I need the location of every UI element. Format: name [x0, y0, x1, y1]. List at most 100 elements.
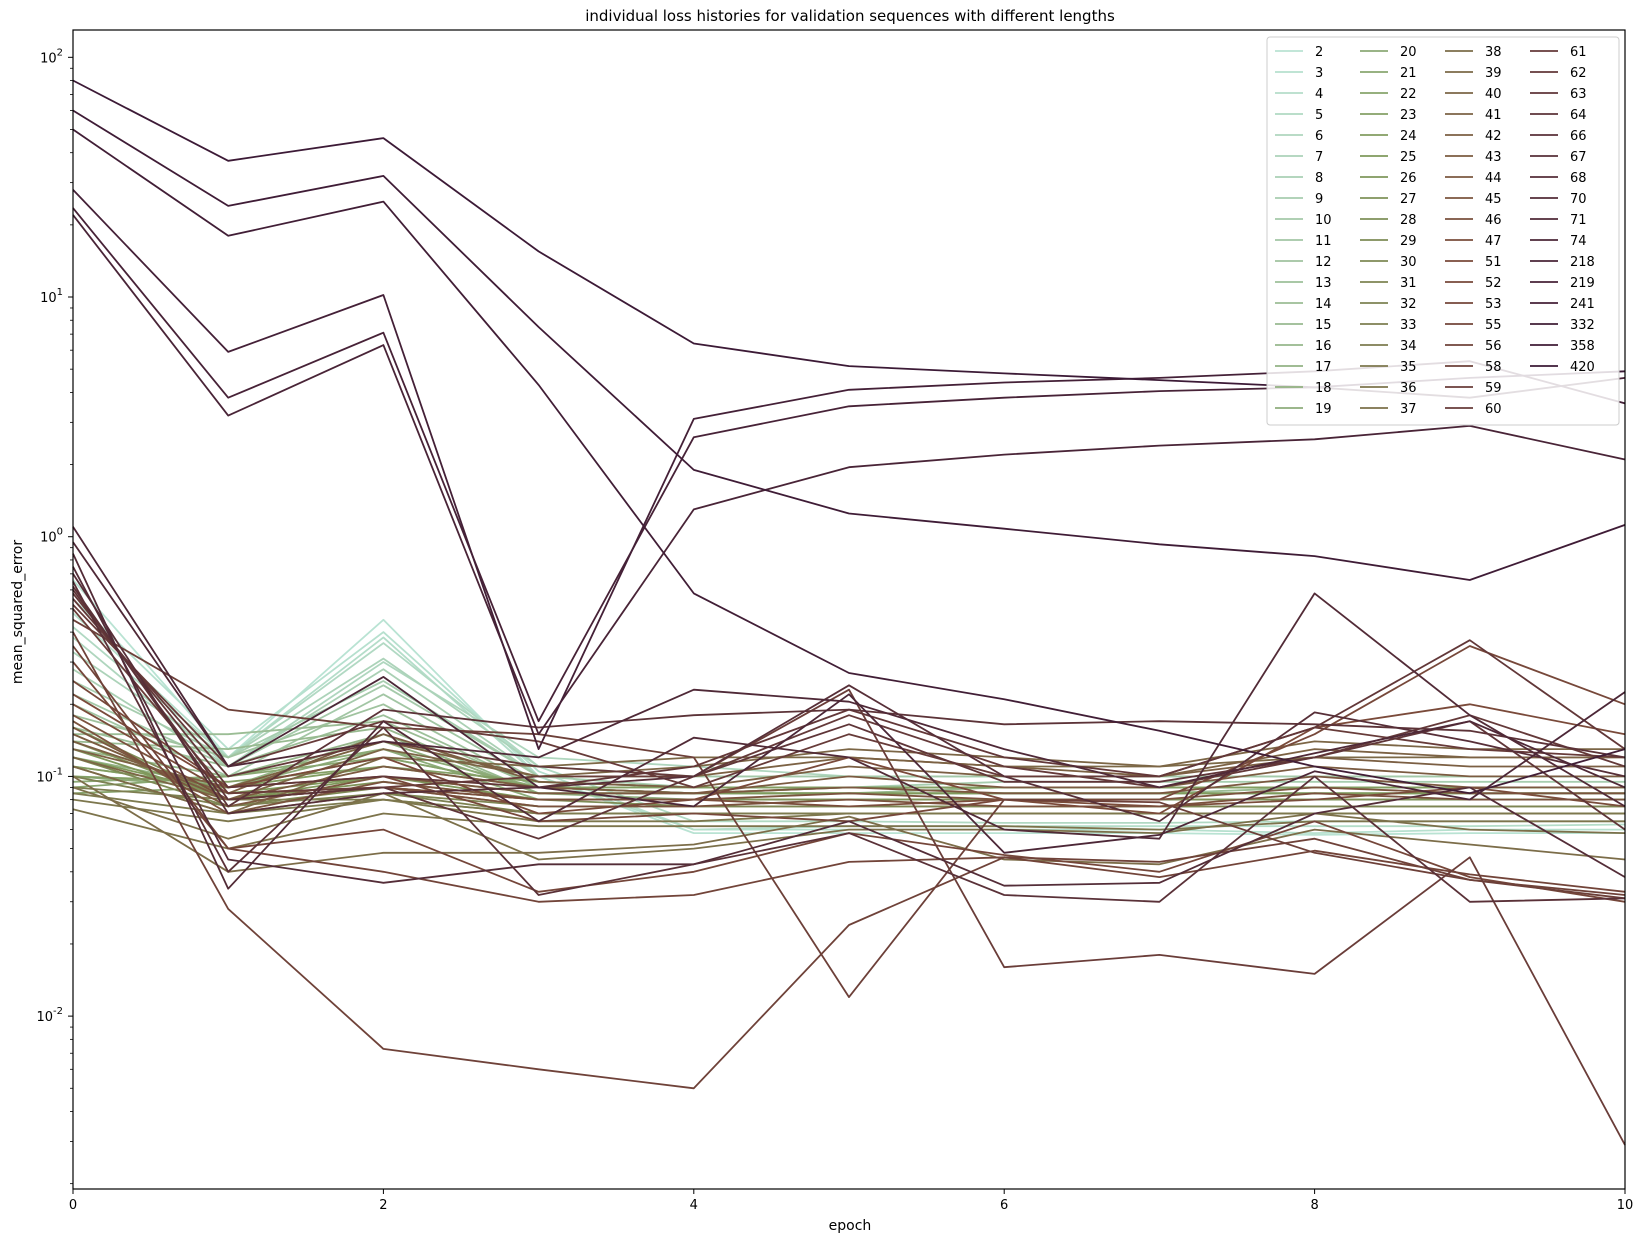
series-line-332 — [72, 128, 1626, 795]
x-tick-label: 4 — [690, 1198, 698, 1213]
series-line-66 — [72, 581, 1626, 903]
legend-label-58: 58 — [1485, 360, 1502, 375]
legend-label-39: 39 — [1485, 66, 1502, 81]
legend-label-74: 74 — [1570, 234, 1587, 249]
legend-label-2: 2 — [1315, 45, 1323, 60]
legend-label-19: 19 — [1315, 402, 1332, 417]
legend-label-25: 25 — [1400, 150, 1417, 165]
y-tick-label: 102 — [40, 47, 63, 66]
legend-label-241: 241 — [1570, 297, 1595, 312]
legend-label-38: 38 — [1485, 45, 1502, 60]
x-axis-label: epoch — [829, 1218, 872, 1234]
legend-label-16: 16 — [1315, 339, 1332, 354]
x-axis: 0 2 4 6 8 10 — [69, 1189, 1633, 1213]
plot-frame — [72, 29, 1626, 1190]
series-line-71 — [72, 541, 1626, 789]
legend-label-26: 26 — [1400, 171, 1417, 186]
y-tick-label: 10-2 — [36, 1006, 63, 1025]
legend-label-40: 40 — [1485, 87, 1502, 102]
legend-label-61: 61 — [1570, 45, 1587, 60]
legend-label-55: 55 — [1485, 318, 1502, 333]
x-tick-label: 0 — [69, 1198, 77, 1213]
legend-label-30: 30 — [1400, 255, 1417, 270]
legend-label-36: 36 — [1400, 381, 1417, 396]
legend-label-219: 219 — [1570, 276, 1595, 291]
series-line-56 — [72, 631, 1626, 1090]
legend-label-8: 8 — [1315, 171, 1323, 186]
legend-label-7: 7 — [1315, 150, 1323, 165]
legend-label-37: 37 — [1400, 402, 1417, 417]
legend-label-420: 420 — [1570, 360, 1595, 375]
legend-label-64: 64 — [1570, 108, 1587, 123]
legend-label-51: 51 — [1485, 255, 1502, 270]
legend-label-35: 35 — [1400, 360, 1417, 375]
y-axis: 10-2 10-1 100 101 102 — [36, 47, 73, 1185]
legend-label-21: 21 — [1400, 66, 1417, 81]
legend-label-70: 70 — [1570, 192, 1587, 207]
legend-label-4: 4 — [1315, 87, 1323, 102]
legend-label-34: 34 — [1400, 339, 1417, 354]
legend-label-15: 15 — [1315, 318, 1332, 333]
legend-label-11: 11 — [1315, 234, 1332, 249]
legend-label-59: 59 — [1485, 381, 1502, 396]
legend-label-20: 20 — [1400, 45, 1417, 60]
series-line-36 — [72, 808, 1625, 850]
legend-label-28: 28 — [1400, 213, 1417, 228]
y-tick-label: 100 — [40, 527, 63, 546]
legend-label-68: 68 — [1570, 171, 1587, 186]
legend: 2345678910111213141516171819202122232425… — [1266, 36, 1620, 426]
series-line-61 — [72, 598, 1626, 789]
legend-label-33: 33 — [1400, 318, 1417, 333]
legend-label-44: 44 — [1485, 171, 1502, 186]
y-tick-label: 10-1 — [36, 766, 63, 785]
legend-label-53: 53 — [1485, 297, 1502, 312]
legend-label-6: 6 — [1315, 129, 1323, 144]
legend-label-62: 62 — [1570, 66, 1587, 81]
y-axis-label: mean_squared_error — [10, 540, 26, 684]
legend-label-5: 5 — [1315, 108, 1323, 123]
chart-title: individual loss histories for validation… — [585, 7, 1115, 25]
legend-label-18: 18 — [1315, 381, 1332, 396]
legend-label-46: 46 — [1485, 213, 1502, 228]
series-line-55 — [72, 645, 1626, 903]
legend-label-63: 63 — [1570, 87, 1587, 102]
legend-label-42: 42 — [1485, 129, 1502, 144]
series-line-35 — [72, 798, 1625, 823]
series-layer — [72, 79, 1626, 1146]
legend-label-41: 41 — [1485, 108, 1502, 123]
series-line-70 — [72, 553, 1626, 890]
legend-label-27: 27 — [1400, 192, 1417, 207]
legend-label-358: 358 — [1570, 339, 1595, 354]
legend-label-47: 47 — [1485, 234, 1502, 249]
legend-label-45: 45 — [1485, 192, 1502, 207]
series-line-58 — [72, 619, 1626, 998]
legend-label-67: 67 — [1570, 150, 1587, 165]
legend-label-66: 66 — [1570, 129, 1587, 144]
x-tick-label: 10 — [1617, 1198, 1634, 1213]
legend-label-24: 24 — [1400, 129, 1417, 144]
series-line-38 — [72, 775, 1626, 873]
x-tick-label: 2 — [379, 1198, 387, 1213]
legend-label-17: 17 — [1315, 360, 1332, 375]
y-tick-label: 101 — [40, 287, 63, 306]
series-line-74 — [72, 526, 1626, 854]
legend-label-22: 22 — [1400, 87, 1417, 102]
legend-label-56: 56 — [1485, 339, 1502, 354]
series-line-358 — [72, 109, 1626, 581]
legend-label-32: 32 — [1400, 297, 1417, 312]
legend-label-71: 71 — [1570, 213, 1587, 228]
x-tick-label: 8 — [1310, 1198, 1318, 1213]
legend-label-23: 23 — [1400, 108, 1417, 123]
legend-box — [1266, 36, 1620, 426]
legend-label-10: 10 — [1315, 213, 1332, 228]
series-line-67 — [72, 573, 1626, 823]
legend-label-13: 13 — [1315, 276, 1332, 291]
series-line-60 — [72, 604, 1626, 789]
series-line-59 — [72, 608, 1626, 1146]
legend-label-332: 332 — [1570, 318, 1595, 333]
legend-label-218: 218 — [1570, 255, 1595, 270]
legend-label-43: 43 — [1485, 150, 1502, 165]
series-line-218 — [72, 214, 1626, 736]
series-line-64 — [72, 585, 1626, 808]
legend-label-3: 3 — [1315, 66, 1323, 81]
